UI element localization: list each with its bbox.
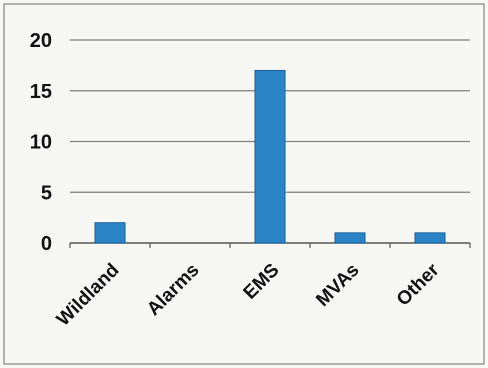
- bar-ems: [254, 69, 286, 244]
- x-category-labels: Wildland Alarms EMS MVAs Other: [53, 259, 444, 330]
- axes: [69, 242, 471, 248]
- bar-mvas: [334, 232, 366, 244]
- x-category-label-other: Other: [393, 259, 444, 310]
- y-tick-labels: 0 5 10 15 20: [30, 30, 52, 255]
- y-tick-label-0: 0: [41, 233, 52, 255]
- x-category-label-mvas: MVAs: [312, 260, 363, 311]
- y-tick-label-20: 20: [30, 30, 52, 52]
- y-tick-label-15: 15: [30, 81, 52, 103]
- bar-wildland: [94, 222, 126, 244]
- x-category-label-wildland: Wildland: [53, 260, 124, 331]
- x-category-label-ems: EMS: [240, 260, 284, 304]
- bar-other: [414, 232, 446, 244]
- y-tick-label-10: 10: [30, 132, 52, 154]
- y-tick-label-5: 5: [41, 182, 52, 204]
- bars: [94, 69, 446, 244]
- chart-border: [3, 3, 485, 365]
- x-category-label-alarms: Alarms: [143, 260, 203, 320]
